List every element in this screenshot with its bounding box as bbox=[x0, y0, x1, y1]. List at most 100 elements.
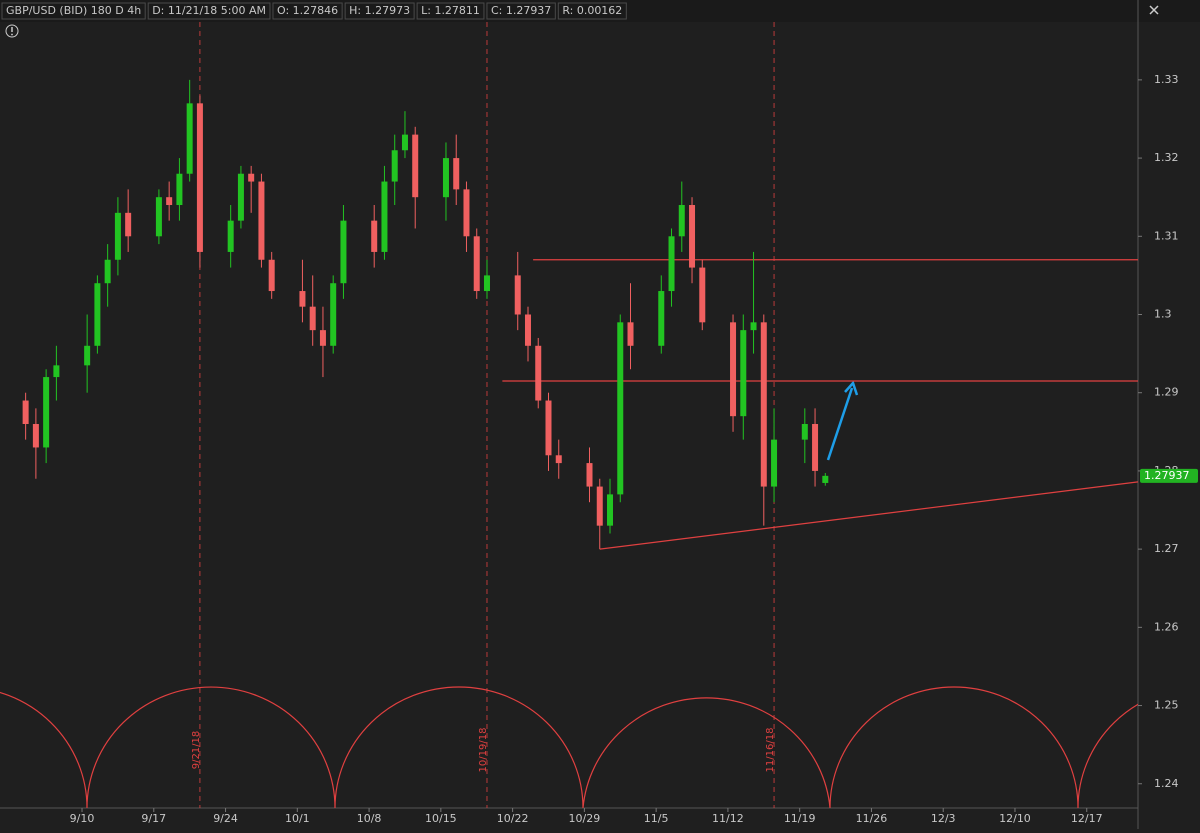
candle-body bbox=[84, 345, 91, 366]
candle-body bbox=[248, 173, 255, 182]
candle-body bbox=[176, 173, 183, 206]
candle-body bbox=[391, 150, 398, 182]
trendline bbox=[599, 481, 1139, 550]
candle-body bbox=[237, 173, 244, 221]
candle-body bbox=[483, 275, 490, 292]
candle-body bbox=[453, 158, 460, 190]
y-tick-label: 1.26 bbox=[1154, 620, 1179, 633]
candle-body bbox=[22, 400, 29, 424]
candle-body bbox=[658, 291, 665, 346]
candle-body bbox=[473, 236, 480, 292]
icon-glyph bbox=[1149, 5, 1159, 15]
header-box bbox=[416, 2, 485, 20]
x-tick-label: 10/1 bbox=[285, 812, 310, 825]
header-field: R: 0.00162 bbox=[562, 4, 622, 17]
cycle-label: 11/16/18 bbox=[765, 728, 776, 773]
symbol: GBP/USD (BID) 180 D 4h bbox=[6, 4, 141, 17]
candle-body bbox=[740, 330, 747, 417]
candle-body bbox=[32, 423, 39, 448]
candle-body bbox=[381, 181, 388, 252]
candle-body bbox=[227, 220, 234, 252]
candle-body bbox=[730, 322, 737, 417]
x-tick-label: 9/24 bbox=[213, 812, 238, 825]
candle-body bbox=[186, 103, 193, 174]
candle-body bbox=[555, 455, 562, 464]
x-tick-label: 12/3 bbox=[931, 812, 956, 825]
candle-body bbox=[535, 345, 542, 401]
candle-body bbox=[340, 220, 347, 284]
cycle-label: 10/19/18 bbox=[478, 728, 489, 773]
candle-body bbox=[822, 475, 829, 483]
candle-body bbox=[401, 134, 408, 151]
candle-body bbox=[514, 275, 521, 315]
settings-icon[interactable] bbox=[1149, 5, 1159, 15]
candle-body bbox=[524, 314, 531, 346]
y-tick-label: 1.27 bbox=[1154, 542, 1179, 555]
candle-body bbox=[268, 259, 275, 292]
x-tick-label: 11/12 bbox=[712, 812, 744, 825]
candle-body bbox=[678, 205, 685, 237]
candle-body bbox=[812, 423, 819, 471]
candle-body bbox=[442, 158, 449, 198]
candle-body bbox=[760, 322, 767, 487]
y-tick-label: 1.25 bbox=[1154, 699, 1179, 712]
candle-body bbox=[155, 197, 162, 237]
candle-body bbox=[771, 439, 778, 487]
x-tick-label: 9/10 bbox=[70, 812, 95, 825]
candle-body bbox=[125, 212, 132, 237]
cycle-arcs bbox=[0, 686, 1138, 808]
candle-body bbox=[586, 463, 593, 487]
candle-body bbox=[299, 291, 306, 307]
candle-body bbox=[689, 205, 696, 268]
candle-body bbox=[309, 306, 316, 331]
header-box bbox=[1, 2, 146, 20]
annotation-arrow bbox=[826, 380, 859, 461]
header-field: O: 1.27846 bbox=[277, 4, 338, 17]
candle-body bbox=[94, 283, 101, 346]
candle-body bbox=[196, 103, 203, 252]
header-box bbox=[272, 2, 343, 20]
header-box bbox=[486, 2, 556, 20]
last-price-tag bbox=[1140, 468, 1198, 483]
candle-body bbox=[750, 322, 757, 331]
x-tick-label: 10/22 bbox=[497, 812, 529, 825]
candle-body bbox=[53, 365, 60, 378]
header-field: H: 1.27973 bbox=[349, 4, 410, 17]
candle-body bbox=[596, 486, 603, 526]
candle-body bbox=[371, 220, 378, 252]
x-tick-label: 11/26 bbox=[856, 812, 888, 825]
y-tick-label: 1.33 bbox=[1154, 73, 1179, 86]
x-tick-label: 9/17 bbox=[141, 812, 166, 825]
candle-body bbox=[607, 494, 614, 526]
x-tick-label: 11/19 bbox=[784, 812, 816, 825]
header-field: C: 1.27937 bbox=[491, 4, 551, 17]
cycle-label: 9/21/18 bbox=[191, 731, 202, 770]
candle-body bbox=[319, 330, 326, 346]
y-tick-label: 1.3 bbox=[1154, 308, 1172, 321]
last-price-label: 1.27937 bbox=[1144, 469, 1190, 482]
header-box bbox=[147, 2, 271, 20]
y-tick-label: 1.29 bbox=[1154, 386, 1179, 399]
candle-body bbox=[545, 400, 552, 456]
candle-body bbox=[617, 322, 624, 495]
x-tick-label: 10/8 bbox=[357, 812, 382, 825]
candle-body bbox=[668, 236, 675, 292]
candle-body bbox=[463, 189, 470, 237]
alert-dot bbox=[11, 33, 13, 36]
header-field: L: 1.27811 bbox=[421, 4, 480, 17]
x-tick-label: 10/29 bbox=[569, 812, 601, 825]
plot: 1.241.251.261.271.281.291.31.311.321.339… bbox=[22, 22, 1198, 825]
header-box bbox=[344, 2, 415, 20]
x-tick-label: 10/15 bbox=[425, 812, 457, 825]
y-tick-label: 1.24 bbox=[1154, 777, 1179, 790]
x-tick-label: 11/5 bbox=[644, 812, 669, 825]
candle-body bbox=[412, 134, 419, 198]
header-box bbox=[557, 2, 627, 20]
candle-body bbox=[114, 212, 121, 260]
y-tick-label: 1.32 bbox=[1154, 151, 1179, 164]
candle-body bbox=[330, 283, 337, 346]
alert-icon[interactable] bbox=[5, 24, 19, 38]
header-field: D: 11/21/18 5:00 AM bbox=[152, 4, 266, 17]
